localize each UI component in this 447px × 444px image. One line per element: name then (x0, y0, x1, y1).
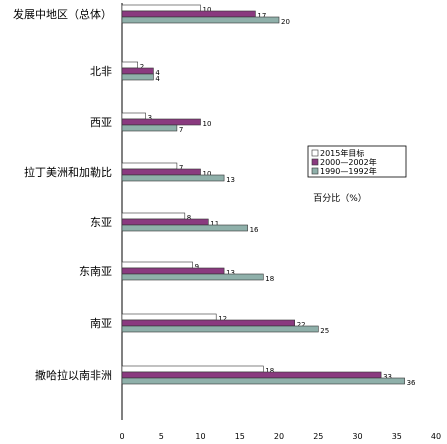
value-label: 33 (383, 373, 392, 381)
value-label: 4 (155, 75, 160, 83)
legend-swatch (311, 167, 319, 175)
value-label: 12 (218, 315, 227, 323)
category-label: 撒哈拉以南非洲 (35, 368, 112, 382)
value-label: 13 (226, 176, 235, 184)
value-label: 8 (187, 214, 191, 222)
value-label: 3 (148, 114, 152, 122)
value-label: 17 (257, 12, 266, 20)
bar (121, 313, 217, 321)
value-label: 18 (265, 367, 274, 375)
value-label: 20 (281, 18, 290, 26)
bar (121, 325, 319, 333)
x-tick-label: 40 (431, 432, 441, 441)
legend-label: 2000—2002年 (320, 157, 377, 167)
bar (121, 261, 193, 269)
legend-label: 2015年目标 (320, 148, 364, 158)
bar (121, 4, 201, 12)
bar (121, 168, 201, 176)
value-label: 7 (179, 164, 183, 172)
value-label: 4 (155, 69, 160, 77)
category-label: 拉丁美洲和加勒比 (24, 165, 112, 179)
value-label: 9 (195, 263, 199, 271)
value-label: 2 (140, 63, 144, 71)
bar (121, 118, 201, 126)
unit-label: 百分比（%） (313, 192, 367, 204)
bar (121, 124, 178, 132)
bar (121, 218, 209, 226)
value-label: 18 (265, 275, 274, 283)
x-tick-label: 10 (195, 432, 205, 441)
bar (121, 371, 382, 379)
bar (121, 16, 280, 24)
category-label: 西亚 (90, 116, 112, 129)
legend-box (307, 145, 407, 178)
bar (121, 224, 248, 232)
category-label: 北非 (90, 65, 112, 78)
bar (121, 174, 225, 182)
value-label: 22 (297, 321, 306, 329)
value-label: 10 (203, 170, 212, 178)
value-label: 10 (203, 120, 212, 128)
bar (121, 162, 178, 170)
bar (121, 73, 154, 81)
bar (121, 319, 295, 327)
value-label: 36 (407, 379, 416, 387)
x-tick-label: 20 (274, 432, 284, 441)
value-label: 7 (179, 126, 183, 134)
category-label: 东亚 (90, 216, 112, 229)
x-tick-label: 0 (119, 432, 124, 441)
x-tick-label: 30 (352, 432, 362, 441)
bar (121, 212, 186, 220)
legend-swatch (311, 158, 319, 166)
x-tick-label: 15 (235, 432, 245, 441)
x-tick-label: 35 (392, 432, 402, 441)
bar (121, 267, 225, 275)
value-label: 10 (203, 6, 212, 14)
bar (121, 273, 264, 281)
bar (121, 365, 264, 373)
category-label: 东南亚 (79, 265, 112, 278)
value-label: 25 (320, 327, 329, 335)
category-label: 发展中地区（总体） (13, 7, 112, 21)
bar (121, 67, 154, 75)
legend-label: 1990—1992年 (320, 166, 377, 176)
x-tick-label: 25 (313, 432, 323, 441)
category-label: 南亚 (90, 317, 112, 330)
x-tick-label: 5 (159, 432, 164, 441)
bar (121, 112, 146, 120)
value-label: 13 (226, 269, 235, 277)
legend-swatch (311, 149, 319, 157)
bar (121, 377, 405, 385)
value-label: 11 (210, 220, 219, 228)
value-label: 16 (250, 226, 259, 234)
bar (121, 61, 138, 69)
bar (121, 10, 256, 18)
